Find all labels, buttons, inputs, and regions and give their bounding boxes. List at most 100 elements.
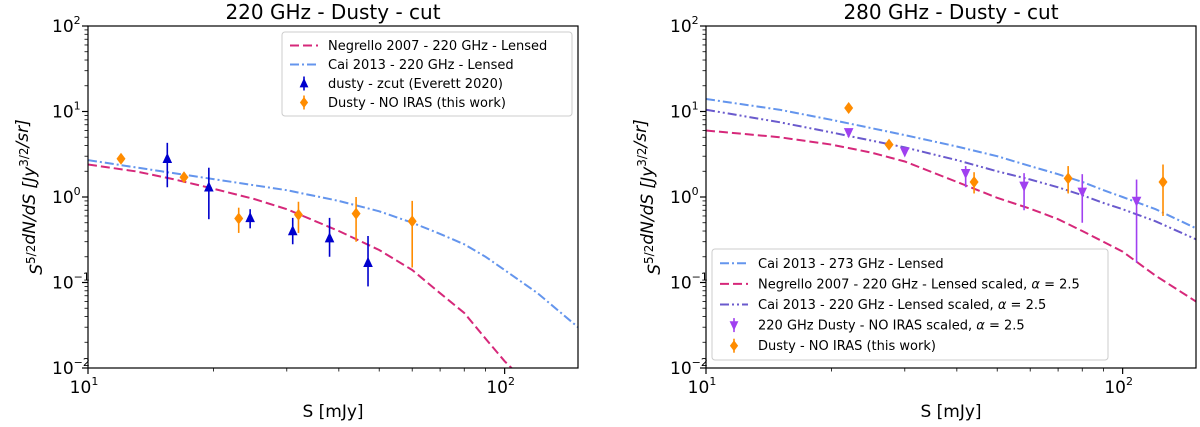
y-tick-label: 101 [52, 100, 81, 123]
y-tick-exponent: 1 [74, 100, 81, 113]
y-axis-title-segment: S [27, 264, 47, 275]
data-point [1158, 175, 1168, 188]
legend-label-segment: α [976, 319, 985, 334]
y-tick-exponent: 1 [692, 100, 699, 113]
legend-label: Dusty - NO IRAS (this work) [328, 96, 506, 111]
y-axis-title-superscript: 3/2 [635, 147, 649, 166]
legend-label-segment: Cai 2013 - 220 GHz - Lensed scaled, [758, 298, 998, 313]
legend-marker [729, 340, 739, 352]
data-point [843, 128, 854, 139]
legend-label: Negrello 2007 - 220 GHz - Lensed scaled,… [758, 277, 1080, 292]
series-line [706, 129, 1196, 303]
legend-marker [729, 321, 739, 331]
legend-marker [299, 97, 309, 108]
x-tick-exponent: 2 [508, 375, 515, 388]
data-point [1077, 187, 1088, 198]
legend-label: dusty - zcut (Everett 2020) [328, 77, 503, 92]
legend-label-segment: Dusty - NO IRAS (this work) [328, 96, 506, 111]
y-tick-label: 10−1 [670, 271, 708, 294]
data-point [245, 211, 255, 223]
legend-label-segment: α [998, 298, 1007, 313]
data-point [324, 232, 335, 243]
x-tick-label: 102 [1104, 375, 1133, 398]
y-tick-label: 10−2 [670, 356, 708, 379]
y-axis-title-superscript: 5/2 [24, 245, 38, 264]
data-point [363, 256, 373, 267]
y-tick-exponent: −2 [692, 356, 708, 369]
legend-label-segment: Cai 2013 - 273 GHz - Lensed [758, 257, 944, 272]
data-point [884, 138, 894, 151]
data-point [287, 225, 298, 236]
y-tick-exponent: 2 [692, 14, 699, 27]
data-point [844, 101, 854, 114]
y-tick-label: 100 [52, 185, 81, 208]
data-point [204, 181, 214, 192]
y-axis-title: S5/2dN/dS [Jy3/2/sr] [13, 119, 47, 275]
series-line [706, 98, 1196, 230]
legend-label-segment: Negrello 2007 - 220 GHz - Lensed [328, 39, 547, 54]
x-tick-exponent: 2 [1126, 375, 1133, 388]
y-axis-title-superscript: 5/2 [642, 245, 656, 264]
y-tick-exponent: 2 [74, 14, 81, 27]
legend: Cai 2013 - 273 GHz - Lensed Negrello 2007… [711, 248, 1109, 361]
x-tick-label: 102 [486, 375, 515, 398]
x-tick-exponent: 1 [91, 375, 98, 388]
y-tick-exponent: −1 [74, 271, 90, 284]
x-tick-label: 101 [688, 375, 717, 398]
legend-label-segment: Negrello 2007 - 220 GHz - Lensed scaled, [758, 277, 1031, 292]
legend-label: Negrello 2007 - 220 GHz - Lensed [328, 39, 547, 54]
data-point [351, 207, 361, 220]
legend-label: Cai 2013 - 220 GHz - Lensed [328, 58, 514, 73]
data-point [293, 208, 303, 221]
legend: Negrello 2007 - 220 GHz - Lensed Cai 2013… [281, 31, 573, 117]
legend-label-segment: dusty - zcut (Everett 2020) [328, 77, 503, 92]
legend-label-segment: Dusty - NO IRAS (this work) [758, 339, 936, 354]
x-axis-title: S [mJy] [302, 402, 363, 422]
plot-frame [705, 25, 1197, 369]
data-point [899, 147, 910, 158]
chart-title: 280 GHz - Dusty - cut [843, 0, 1058, 24]
legend-frame [281, 31, 573, 117]
legend-label-segment: 220 GHz Dusty - NO IRAS scaled, [758, 319, 976, 334]
series-line [88, 163, 513, 368]
x-axis-title: S [mJy] [920, 402, 981, 422]
data-point [234, 212, 244, 225]
legend-frame [711, 248, 1109, 361]
legend-label-segment: = 2.5 [1040, 277, 1080, 292]
data-point [116, 152, 126, 165]
data-point [1019, 181, 1029, 192]
legend-marker [299, 78, 309, 88]
data-point [969, 175, 979, 188]
y-axis-title-segment: dN/dS [Jy [638, 166, 658, 245]
data-point [960, 168, 971, 180]
legend-label: 220 GHz Dusty - NO IRAS scaled, α = 2.5 [758, 319, 1025, 334]
plot-frame [87, 25, 579, 369]
legend-label-segment: = 2.5 [1006, 298, 1046, 313]
y-tick-label: 10−1 [52, 271, 90, 294]
legend-label-segment: Cai 2013 - 220 GHz - Lensed [328, 58, 514, 73]
y-tick-label: 102 [670, 14, 699, 37]
y-tick-exponent: 0 [692, 185, 699, 198]
y-axis-title-segment: S [645, 264, 665, 275]
y-tick-exponent: −1 [692, 271, 708, 284]
legend-label-segment: α [1031, 277, 1040, 292]
y-axis-title: S5/2dN/dS [Jy3/2/sr] [631, 119, 665, 275]
data-point [407, 215, 417, 228]
data-point [162, 152, 173, 163]
series-line [88, 159, 578, 328]
series-line [706, 108, 1196, 241]
data-point [179, 171, 189, 184]
plot-area [706, 98, 1196, 303]
y-axis-title-superscript: 3/2 [17, 147, 31, 166]
legend-label: Cai 2013 - 273 GHz - Lensed [758, 257, 944, 272]
plot-area [88, 142, 578, 368]
y-tick-label: 10−2 [52, 356, 90, 379]
data-point [1063, 172, 1073, 185]
chart-title: 220 GHz - Dusty - cut [225, 0, 440, 24]
legend-label: Dusty - NO IRAS (this work) [758, 339, 936, 354]
y-axis-title-segment: /sr] [631, 119, 651, 149]
y-tick-label: 100 [670, 185, 699, 208]
